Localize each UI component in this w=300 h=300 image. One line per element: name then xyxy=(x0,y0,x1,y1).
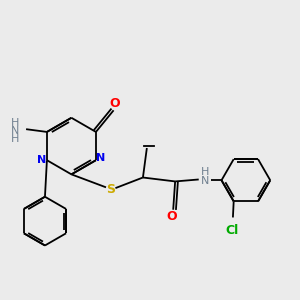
Text: S: S xyxy=(106,183,115,196)
Text: Cl: Cl xyxy=(225,224,238,236)
Text: N: N xyxy=(201,176,209,186)
Text: H: H xyxy=(11,118,20,128)
Text: H: H xyxy=(11,134,20,144)
Text: N: N xyxy=(37,155,46,165)
Text: O: O xyxy=(167,210,177,223)
Text: N: N xyxy=(11,126,20,136)
Text: O: O xyxy=(109,97,120,110)
Text: N: N xyxy=(96,153,106,163)
Text: H: H xyxy=(201,167,209,177)
